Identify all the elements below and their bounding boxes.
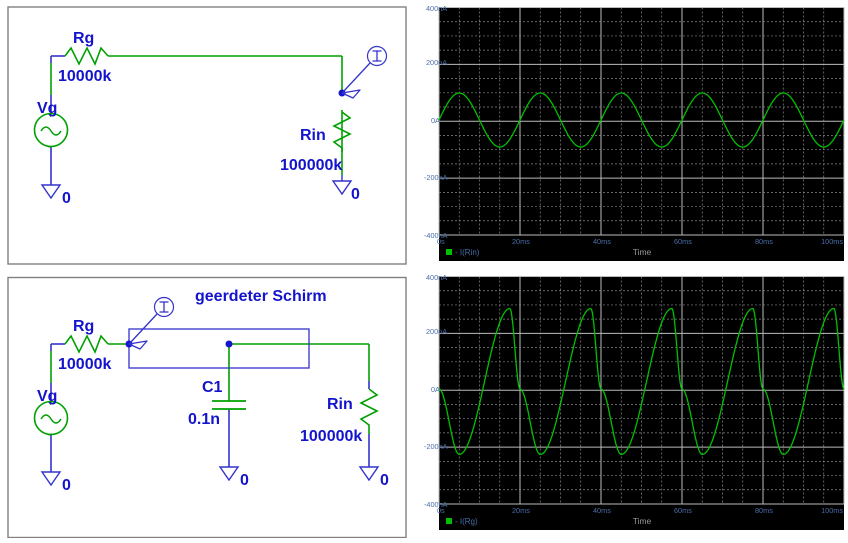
svg-text:- I(Rg): - I(Rg) xyxy=(455,517,478,526)
svg-text:100ms: 100ms xyxy=(821,237,843,246)
svg-text:Rin: Rin xyxy=(327,396,353,413)
svg-text:-: - xyxy=(48,142,51,153)
svg-text:Time: Time xyxy=(633,516,652,526)
svg-text:0: 0 xyxy=(351,186,360,203)
svg-text:0: 0 xyxy=(240,472,249,489)
svg-text:100000k: 100000k xyxy=(280,157,342,174)
svg-text:200nA: 200nA xyxy=(426,58,447,67)
svg-text:40ms: 40ms xyxy=(593,237,611,246)
svg-text:0: 0 xyxy=(62,477,71,494)
svg-text:-200nA: -200nA xyxy=(424,442,448,451)
svg-text:100000k: 100000k xyxy=(300,428,362,445)
svg-text:Rin: Rin xyxy=(300,127,326,144)
svg-text:0A: 0A xyxy=(431,116,440,125)
svg-text:C1: C1 xyxy=(202,379,223,396)
svg-text:0A: 0A xyxy=(431,385,440,394)
svg-text:Rg: Rg xyxy=(73,30,94,47)
svg-text:200nA: 200nA xyxy=(426,327,447,336)
svg-text:0s: 0s xyxy=(437,237,445,246)
svg-text:Vg: Vg xyxy=(37,388,57,405)
svg-text:20ms: 20ms xyxy=(512,506,530,515)
svg-text:- I(Rin): - I(Rin) xyxy=(455,248,480,257)
svg-text:60ms: 60ms xyxy=(674,237,692,246)
svg-text:10000k: 10000k xyxy=(58,68,111,85)
svg-text:20ms: 20ms xyxy=(512,237,530,246)
svg-text:60ms: 60ms xyxy=(674,506,692,515)
svg-text:100ms: 100ms xyxy=(821,506,843,515)
svg-text:0: 0 xyxy=(62,190,71,207)
svg-text:Rg: Rg xyxy=(73,318,94,335)
svg-text:0.1n: 0.1n xyxy=(188,411,220,428)
svg-text:40ms: 40ms xyxy=(593,506,611,515)
svg-text:Time: Time xyxy=(633,247,652,257)
svg-text:80ms: 80ms xyxy=(755,237,773,246)
svg-text:0s: 0s xyxy=(437,506,445,515)
svg-text:400nA: 400nA xyxy=(426,273,447,282)
svg-text:0: 0 xyxy=(380,472,389,489)
svg-text:10000k: 10000k xyxy=(58,356,111,373)
svg-text:400nA: 400nA xyxy=(426,4,447,13)
svg-text:80ms: 80ms xyxy=(755,506,773,515)
svg-text:Vg: Vg xyxy=(37,100,57,117)
svg-text:-200nA: -200nA xyxy=(424,173,448,182)
svg-text:-: - xyxy=(48,430,51,441)
svg-text:geerdeter Schirm: geerdeter Schirm xyxy=(195,288,327,305)
